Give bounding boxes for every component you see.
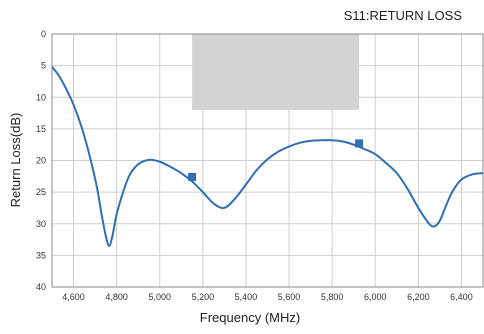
series-line-0	[52, 65, 483, 247]
y-tick-label-3: 15	[36, 124, 46, 134]
y-tick-label-4: 20	[36, 156, 46, 166]
x-tick-label-2: 5,000	[148, 292, 171, 302]
y-tick-label-2: 10	[36, 92, 46, 102]
x-tick-label-4: 5,400	[235, 292, 258, 302]
y-tick-label-1: 5	[41, 61, 46, 71]
plot-border	[51, 33, 484, 288]
x-tick-label-5: 5,600	[278, 292, 301, 302]
x-tick-label-1: 4,800	[105, 292, 128, 302]
x-axis-ticks: 4,600 4,800 5,000 5,200 5,400 5,600 5,800 6,000…	[62, 292, 472, 302]
chart-title: S11:RETURN LOSS	[344, 8, 463, 23]
y-tick-label-0: 0	[41, 29, 46, 39]
markers-group	[188, 139, 364, 181]
x-axis-label: Frequency (MHz)	[200, 310, 300, 325]
shaded-region	[192, 34, 360, 110]
x-tick-label-7: 6,000	[364, 292, 387, 302]
y-axis-ticks: 0 5 10 15 20 25 30 35 40	[36, 29, 46, 292]
x-tick-label-9: 6,400	[450, 292, 473, 302]
y-tick-label-5: 25	[36, 187, 46, 197]
y-tick-label-7: 35	[36, 250, 46, 260]
x-tick-label-3: 5,200	[192, 292, 215, 302]
x-tick-label-6: 5,800	[321, 292, 344, 302]
series-marker-0	[188, 172, 197, 181]
series-marker-1	[355, 139, 364, 148]
x-tick-label-0: 4,600	[62, 292, 85, 302]
series-group	[52, 65, 483, 247]
y-tick-label-6: 30	[36, 219, 46, 229]
y-tick-label-8: 40	[36, 282, 46, 292]
y-axis-label: Return Loss(dB)	[8, 113, 23, 208]
x-tick-label-8: 6,200	[407, 292, 430, 302]
